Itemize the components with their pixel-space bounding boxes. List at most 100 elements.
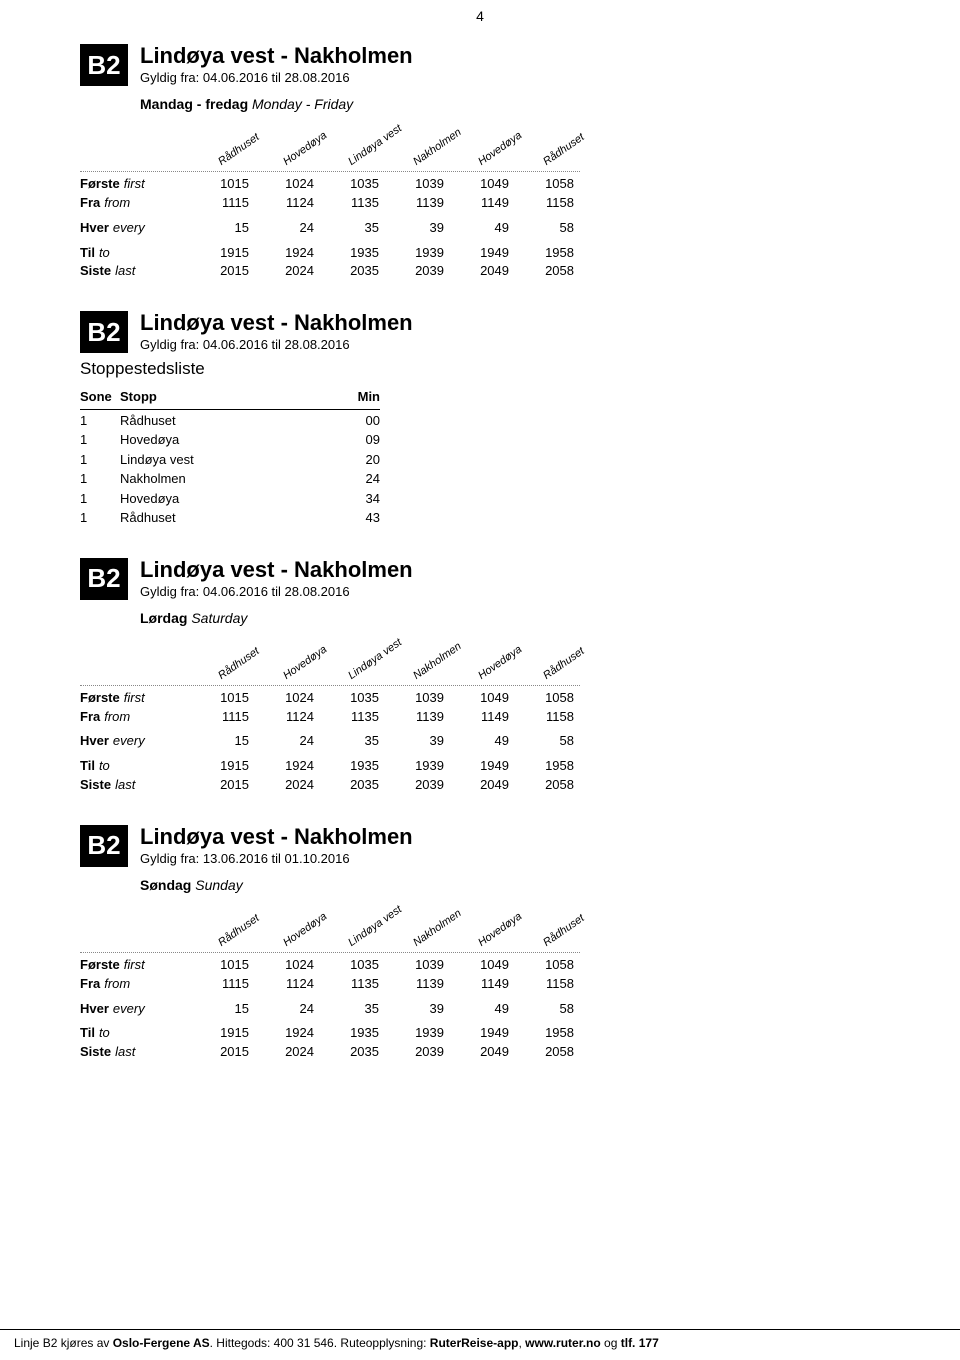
time-cell: 2049 xyxy=(450,262,515,281)
time-cell: 1049 xyxy=(450,175,515,194)
time-cell: 49 xyxy=(450,219,515,238)
stoplist: StoppestedslisteSoneStoppMin1Rådhuset001… xyxy=(80,359,880,528)
timetable-section: B2Lindøya vest - NakholmenGyldig fra: 04… xyxy=(80,558,880,795)
time-cell: 2024 xyxy=(255,1043,320,1062)
footer-app: RuterReise-app xyxy=(430,1336,519,1350)
time-cell: 2058 xyxy=(515,1043,580,1062)
route-title: Lindøya vest - Nakholmen xyxy=(140,558,413,582)
stoplist-header-row: SoneStoppMin xyxy=(80,387,380,410)
stoplist-cell: Nakholmen xyxy=(120,469,340,489)
stoplist-cell: Rådhuset xyxy=(120,508,340,528)
row-label-italic: last xyxy=(115,1043,135,1062)
row-label-italic: first xyxy=(124,175,145,194)
row-label-bold: Første xyxy=(80,689,120,708)
time-cell: 1158 xyxy=(515,975,580,994)
row-label-bold: Til xyxy=(80,1024,95,1043)
day-label-bold: Søndag xyxy=(140,877,191,893)
time-cell: 1039 xyxy=(385,956,450,975)
time-row: Tilto191519241935193919491958 xyxy=(80,757,580,776)
footer-phone: tlf. 177 xyxy=(621,1336,659,1350)
day-label: Søndag Sunday xyxy=(140,877,880,893)
time-row: Sistelast201520242035203920492058 xyxy=(80,776,580,795)
page-number: 4 xyxy=(0,8,960,24)
time-cell: 2035 xyxy=(320,776,385,795)
timetable: RådhusetHovedøyaLindøya vestNakholmenHov… xyxy=(80,636,580,795)
stoplist-title: Stoppestedsliste xyxy=(80,359,880,379)
time-cell: 1958 xyxy=(515,244,580,263)
route-badge: B2 xyxy=(80,558,128,600)
row-label-bold: Første xyxy=(80,175,120,194)
time-cell: 1949 xyxy=(450,757,515,776)
row-label-bold: Siste xyxy=(80,1043,111,1062)
route-title: Lindøya vest - Nakholmen xyxy=(140,44,413,68)
time-row: Hverevery152435394958 xyxy=(80,1000,580,1019)
route-badge: B2 xyxy=(80,311,128,353)
timetable-section: B2Lindøya vest - NakholmenGyldig fra: 04… xyxy=(80,311,880,528)
time-cell: 1935 xyxy=(320,244,385,263)
time-row: Hverevery152435394958 xyxy=(80,219,580,238)
row-label-bold: Hver xyxy=(80,219,109,238)
time-cell: 1939 xyxy=(385,1024,450,1043)
time-cell: 1049 xyxy=(450,956,515,975)
time-cell: 1135 xyxy=(320,975,385,994)
time-cell: 1915 xyxy=(190,244,255,263)
stoplist-header-cell: Stopp xyxy=(120,387,340,407)
footer-operator: Oslo-Fergene AS xyxy=(113,1336,210,1350)
time-cell: 1158 xyxy=(515,194,580,213)
stop-column-label: Rådhuset xyxy=(541,912,586,949)
time-cell: 24 xyxy=(255,1000,320,1019)
section-header: B2Lindøya vest - NakholmenGyldig fra: 04… xyxy=(80,44,880,86)
time-cell: 49 xyxy=(450,732,515,751)
row-label-bold: Siste xyxy=(80,262,111,281)
time-cell: 1035 xyxy=(320,175,385,194)
stoplist-cell: 34 xyxy=(340,489,380,509)
day-label-bold: Mandag - fredag xyxy=(140,96,248,112)
time-cell: 2039 xyxy=(385,262,450,281)
stoplist-cell: Rådhuset xyxy=(120,411,340,431)
stoplist-header-cell: Min xyxy=(340,387,380,407)
time-cell: 1939 xyxy=(385,244,450,263)
time-cell: 1049 xyxy=(450,689,515,708)
time-cell: 39 xyxy=(385,219,450,238)
day-label: Mandag - fredag Monday - Friday xyxy=(140,96,880,112)
time-cell: 1035 xyxy=(320,689,385,708)
validity-text: Gyldig fra: 04.06.2016 til 28.08.2016 xyxy=(140,337,413,352)
time-cell: 1124 xyxy=(255,975,320,994)
time-cell: 1024 xyxy=(255,175,320,194)
time-cell: 1958 xyxy=(515,757,580,776)
row-label-italic: last xyxy=(115,262,135,281)
route-badge: B2 xyxy=(80,44,128,86)
row-label-italic: from xyxy=(104,194,130,213)
stoplist-row: 1Rådhuset43 xyxy=(80,508,380,528)
time-row: Frafrom111511241135113911491158 xyxy=(80,708,580,727)
time-cell: 1135 xyxy=(320,194,385,213)
time-row: Førstefirst101510241035103910491058 xyxy=(80,956,580,975)
stoplist-cell: Hovedøya xyxy=(120,489,340,509)
row-label-italic: to xyxy=(99,244,110,263)
time-cell: 1915 xyxy=(190,1024,255,1043)
stoplist-cell: 1 xyxy=(80,411,120,431)
row-label-bold: Hver xyxy=(80,732,109,751)
stoplist-cell: 1 xyxy=(80,489,120,509)
stoplist-cell: 24 xyxy=(340,469,380,489)
time-cell: 58 xyxy=(515,219,580,238)
time-cell: 2035 xyxy=(320,1043,385,1062)
row-label-bold: Fra xyxy=(80,708,100,727)
time-cell: 39 xyxy=(385,732,450,751)
validity-text: Gyldig fra: 13.06.2016 til 01.10.2016 xyxy=(140,851,413,866)
row-label-italic: every xyxy=(113,219,145,238)
stoplist-cell: 00 xyxy=(340,411,380,431)
time-cell: 35 xyxy=(320,732,385,751)
time-cell: 49 xyxy=(450,1000,515,1019)
time-cell: 39 xyxy=(385,1000,450,1019)
time-cell: 1139 xyxy=(385,975,450,994)
time-cell: 2024 xyxy=(255,262,320,281)
time-cell: 1924 xyxy=(255,1024,320,1043)
time-cell: 1015 xyxy=(190,956,255,975)
time-row: Sistelast201520242035203920492058 xyxy=(80,262,580,281)
time-cell: 15 xyxy=(190,732,255,751)
stoplist-cell: Lindøya vest xyxy=(120,450,340,470)
day-label-italic: Monday - Friday xyxy=(252,96,353,112)
footer-text: Linje B2 kjøres av xyxy=(14,1336,113,1350)
stop-column-label: Rådhuset xyxy=(541,645,586,682)
